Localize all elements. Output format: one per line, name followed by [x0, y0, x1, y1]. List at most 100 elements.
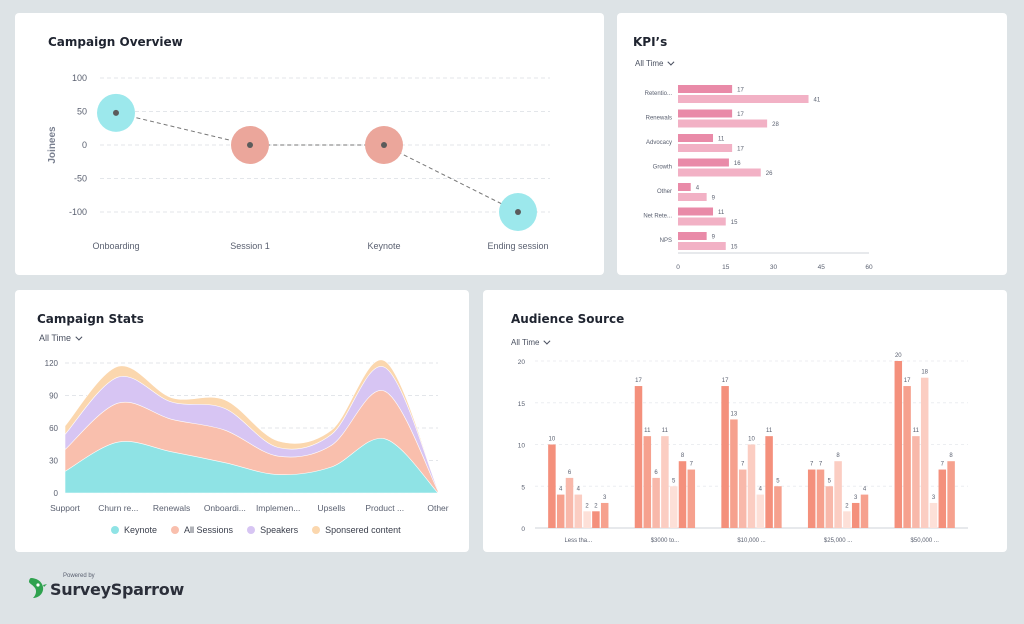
- data-label: 8: [836, 453, 840, 459]
- brand-name: SurveySparrow: [50, 580, 184, 599]
- audience-bar: [929, 502, 938, 528]
- campaign-stats-card: Campaign Stats All Time 0 30 60 90 120 Suppor…: [15, 290, 469, 552]
- data-label: 4: [696, 186, 700, 192]
- data-point: [381, 142, 387, 148]
- audience-bar: [721, 386, 729, 528]
- x-tick-label: 60: [865, 264, 873, 271]
- audience-bar: [730, 419, 738, 528]
- data-label: 17: [904, 378, 911, 384]
- y-tick-label: Growth: [653, 165, 672, 171]
- legend-label: Keynote: [124, 525, 158, 535]
- audience-bar: [938, 469, 947, 528]
- campaign-stats-legend: Keynote All Sessions Speakers Sponsered con…: [111, 525, 401, 535]
- x-tick-label: Renewals: [153, 503, 190, 513]
- audience-bar: [574, 494, 583, 528]
- data-label: 4: [559, 487, 563, 493]
- kpi-bar: [678, 109, 733, 118]
- audience-bar: [747, 444, 756, 528]
- audience-bar: [912, 436, 920, 528]
- data-label: 15: [731, 220, 738, 226]
- data-point: [247, 142, 253, 148]
- x-tick-label: Onboarding: [92, 241, 139, 251]
- y-tick-label: 120: [45, 359, 59, 368]
- audience-source-filter-label: All Time: [511, 338, 540, 347]
- data-label: 2: [845, 503, 849, 509]
- data-label: 7: [819, 462, 823, 468]
- y-tick-label: 20: [518, 359, 526, 366]
- audience-bar: [687, 469, 696, 528]
- audience-bar: [548, 444, 556, 528]
- series-line: [115, 112, 519, 213]
- data-label: 9: [712, 235, 716, 241]
- area-series-0: [64, 438, 439, 494]
- data-label: 11: [766, 428, 773, 434]
- audience-bar: [756, 494, 765, 528]
- x-tick-label: Ending session: [487, 241, 548, 251]
- kpi-bar: [678, 207, 714, 216]
- legend-label: Speakers: [260, 525, 299, 535]
- data-label: 11: [662, 428, 669, 434]
- data-label: 7: [810, 462, 814, 468]
- x-tick-label: 15: [722, 264, 730, 271]
- data-label: 11: [718, 137, 725, 143]
- audience-bar: [903, 386, 911, 528]
- y-tick-label: Net Rete...: [643, 214, 672, 220]
- data-label: 2: [594, 503, 598, 509]
- y-tick-label: 0: [521, 526, 525, 533]
- data-label: 10: [549, 437, 556, 443]
- x-tick-label: 45: [818, 264, 826, 271]
- x-tick-label: Implemen...: [256, 503, 300, 513]
- y-tick-label: Other: [657, 189, 672, 195]
- legend-item[interactable]: All Sessions: [171, 525, 233, 535]
- kpis-chart: 0 15 30 45 60 Retentio... 17 41 Renewals 17 28 Advo…: [643, 85, 873, 271]
- y-tick-label: 0: [54, 489, 59, 498]
- legend-dot-icon: [247, 526, 256, 534]
- data-point: [515, 209, 521, 215]
- data-label: 17: [722, 378, 729, 384]
- legend-item[interactable]: Sponsered content: [312, 525, 401, 535]
- data-label: 3: [603, 495, 607, 501]
- data-label: 7: [690, 462, 694, 468]
- audience-bar: [565, 477, 574, 528]
- kpi-bar: [678, 85, 733, 93]
- legend-dot-icon: [312, 526, 321, 534]
- y-tick-label: 50: [77, 107, 87, 117]
- kpi-bar: [678, 193, 707, 201]
- x-tick-label: Onboardi...: [204, 503, 246, 513]
- audience-bar: [816, 469, 825, 528]
- data-label: 4: [759, 487, 763, 493]
- y-tick-label: Retentio...: [645, 91, 673, 97]
- x-tick-label: Upsells: [317, 503, 345, 513]
- x-tick-label: $25,000 ...: [824, 538, 853, 544]
- legend-item[interactable]: Speakers: [247, 525, 298, 535]
- x-tick-label: Product ...: [365, 503, 404, 513]
- kpis-time-filter[interactable]: All Time: [635, 58, 675, 68]
- y-tick-label: 0: [82, 140, 87, 150]
- legend-label: Sponsered content: [325, 525, 401, 535]
- data-label: 17: [737, 88, 744, 94]
- surveysparrow-logo-icon: [29, 578, 47, 598]
- audience-bar: [678, 461, 687, 528]
- y-tick-label: 15: [518, 401, 526, 408]
- data-label: 15: [731, 245, 738, 251]
- data-label: 9: [712, 196, 716, 202]
- audience-bar: [825, 486, 834, 528]
- legend-item[interactable]: Keynote: [111, 525, 157, 535]
- data-label: 17: [737, 147, 744, 153]
- audience-bar: [592, 511, 600, 528]
- data-label: 41: [814, 98, 821, 104]
- audience-bar: [583, 511, 591, 528]
- audience-bar: [652, 477, 660, 528]
- y-tick-label: NPS: [660, 238, 672, 244]
- audience-bar: [920, 377, 929, 528]
- y-axis-label: Joinees: [47, 126, 58, 164]
- data-label: 6: [568, 470, 572, 476]
- campaign-stats-filter-label: All Time: [39, 333, 72, 343]
- data-label: 11: [644, 428, 651, 434]
- audience-bar: [634, 386, 643, 528]
- campaign-stats-time-filter[interactable]: All Time: [39, 333, 83, 343]
- data-label: 26: [766, 171, 773, 177]
- audience-source-time-filter[interactable]: All Time: [511, 337, 551, 347]
- audience-bar: [774, 486, 782, 528]
- data-label: 6: [654, 470, 658, 476]
